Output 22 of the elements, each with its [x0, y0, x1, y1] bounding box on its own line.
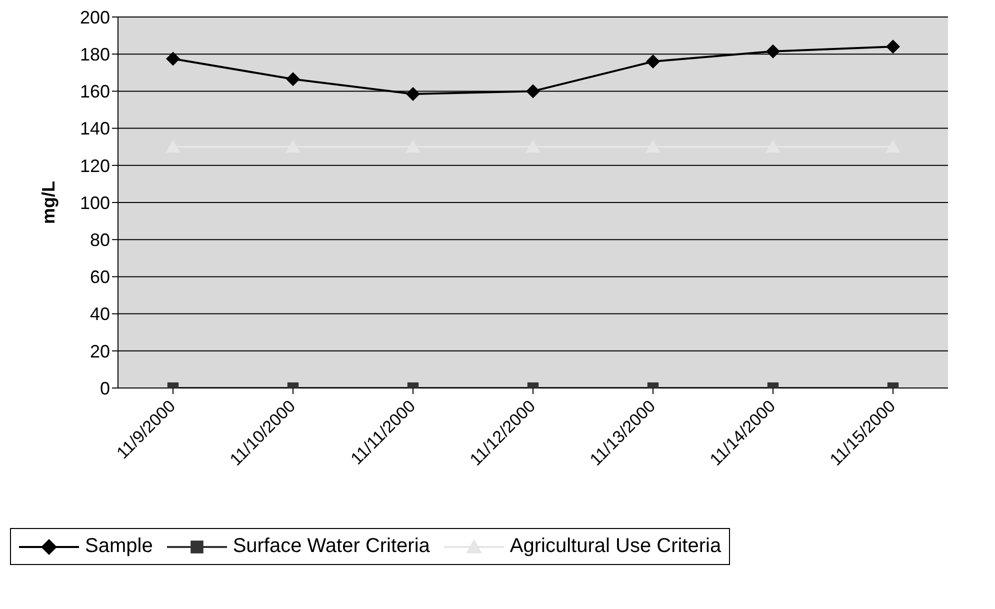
point: [766, 44, 780, 58]
point: [886, 40, 900, 54]
y-tick-label: 200: [80, 7, 110, 28]
y-tick-label: 160: [80, 82, 110, 102]
y-axis-title: mg/L: [38, 181, 58, 224]
point: [166, 52, 180, 66]
legend-label: Agricultural Use Criteria: [510, 535, 722, 558]
y-tick-label: 180: [80, 44, 110, 64]
y-tick-label: 0: [100, 378, 110, 398]
y-tick-label: 40: [90, 304, 110, 324]
y-tick-label: 80: [90, 230, 110, 250]
y-tick-label: 100: [80, 192, 110, 213]
legend-label: Sample: [85, 535, 153, 558]
point: [406, 86, 420, 101]
legend-label: Surface Water Criteria: [232, 535, 430, 558]
y-tick-label: 120: [80, 156, 110, 176]
y-tick-label: 20: [90, 341, 110, 362]
point: [646, 54, 660, 69]
point: [526, 84, 540, 98]
y-tick-label: 60: [90, 267, 110, 288]
point: [286, 72, 300, 86]
y-tick-label: 140: [80, 118, 110, 139]
